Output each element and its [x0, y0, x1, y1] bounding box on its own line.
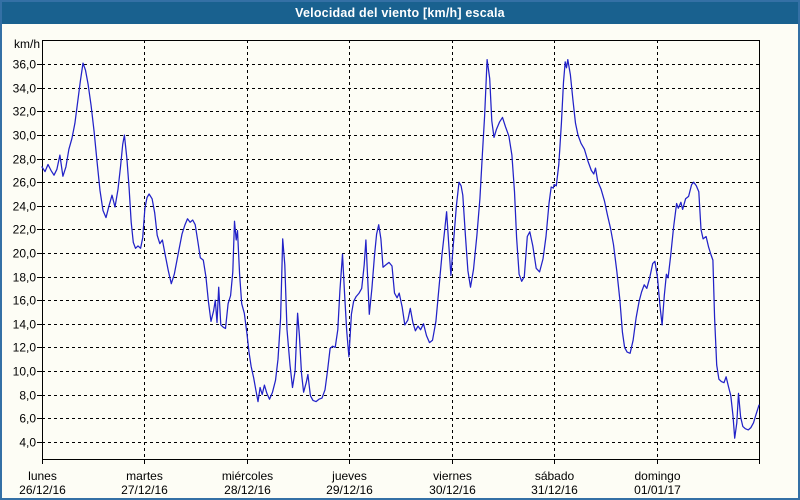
x-date-label: 27/12/16	[121, 483, 168, 497]
x-date-label: 26/12/16	[19, 483, 66, 497]
chart-title: Velocidad del viento [km/h] escala	[295, 6, 505, 20]
y-tick-label: 4,0	[19, 436, 36, 450]
x-date-label: 29/12/16	[326, 483, 373, 497]
y-tick-label: 10,0	[13, 365, 37, 379]
y-tick-label: 8,0	[19, 389, 36, 403]
y-tick-label: 16,0	[13, 294, 37, 308]
y-tick-label: 12,0	[13, 341, 37, 355]
x-day-label: lunes	[28, 469, 57, 483]
y-axis-unit-label: km/h	[14, 37, 40, 51]
y-tick-label: 32,0	[13, 105, 37, 119]
x-day-label: viernes	[433, 469, 472, 483]
y-tick-label: 22,0	[13, 223, 37, 237]
y-tick-label: 6,0	[19, 412, 36, 426]
x-day-label: jueves	[331, 469, 367, 483]
y-tick-label: 28,0	[13, 153, 37, 167]
y-tick-label: 24,0	[13, 200, 37, 214]
y-tick-label: 36,0	[13, 58, 37, 72]
x-date-label: 28/12/16	[224, 483, 271, 497]
plot-border	[42, 40, 760, 460]
y-tick-label: 18,0	[13, 271, 37, 285]
y-tick-label: 30,0	[13, 129, 37, 143]
y-tick-label: 14,0	[13, 318, 37, 332]
y-tick-label: 34,0	[13, 82, 37, 96]
y-tick-label: 20,0	[13, 247, 37, 261]
y-tick-label: 26,0	[13, 176, 37, 190]
x-date-label: 31/12/16	[531, 483, 578, 497]
x-date-label: 01/01/17	[634, 483, 681, 497]
x-day-label: sábado	[535, 469, 575, 483]
wind-speed-line	[41, 58, 760, 439]
x-day-label: domingo	[634, 469, 680, 483]
chart-title-bar: Velocidad del viento [km/h] escala	[2, 2, 798, 24]
x-date-label: 30/12/16	[429, 483, 476, 497]
x-day-label: miércoles	[222, 469, 273, 483]
x-day-label: martes	[126, 469, 163, 483]
